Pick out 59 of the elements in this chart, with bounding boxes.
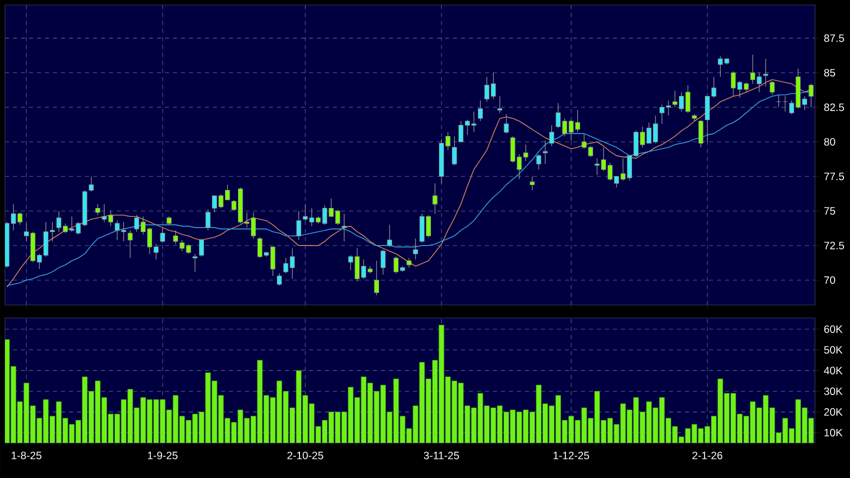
candlestick: [173, 230, 178, 244]
y-tick-label: 30K: [824, 387, 843, 396]
candlestick: [542, 140, 548, 164]
candlestick: [128, 230, 133, 258]
candlestick: [698, 119, 704, 148]
candlestick: [342, 213, 347, 242]
y-tick-label: 50K: [824, 346, 843, 354]
y-tick-label: 60K: [824, 325, 843, 333]
x-tick-label: 1-8-25: [12, 452, 42, 460]
y-tick-label: 70: [824, 276, 836, 284]
y-tick-label: 72.5: [824, 242, 844, 250]
candlestick: [750, 54, 756, 84]
candlestick: [102, 204, 107, 222]
candlestick: [302, 204, 308, 221]
x-tick-label: 1-9-25: [148, 452, 178, 460]
candlestick: [95, 204, 100, 216]
x-tick-label: 3-11-25: [424, 452, 459, 460]
candlestick: [387, 224, 392, 248]
candlestick: [199, 238, 204, 257]
candlestick: [756, 72, 762, 92]
candlestick: [730, 71, 736, 97]
candlestick: [504, 114, 509, 134]
candlestick: [744, 82, 749, 92]
candlestick: [549, 124, 554, 146]
candlestick: [276, 272, 282, 286]
candlestick: [309, 208, 314, 227]
candlestick: [192, 254, 198, 272]
y-tick-label: 10K: [824, 428, 843, 436]
candlestick: [88, 176, 94, 192]
candlestick: [374, 260, 380, 296]
candlestick: [296, 210, 302, 240]
candlestick: [530, 176, 535, 191]
y-tick-label: 20K: [824, 408, 843, 416]
x-tick-label: 1-12-25: [554, 452, 590, 460]
y-tick-label: 87.5: [824, 34, 844, 42]
candlestick: [406, 258, 412, 268]
candlestick: [452, 136, 457, 166]
candlestick: [763, 58, 768, 87]
candlestick: [536, 154, 542, 170]
candlestick: [413, 238, 418, 260]
y-tick-label: 40K: [824, 366, 843, 374]
y-tick-label: 85: [824, 68, 836, 77]
candlestick: [380, 249, 386, 275]
candlestick: [497, 96, 502, 114]
candlestick: [770, 80, 775, 96]
candlestick: [523, 144, 528, 162]
x-tick-label: 2-1-26: [692, 452, 722, 460]
candlestick: [737, 80, 742, 98]
candlestick: [108, 210, 114, 227]
y-tick-label: 80: [824, 138, 836, 146]
candlestick: [478, 100, 483, 122]
candlestick: [160, 227, 166, 244]
x-tick-label: 2-10-25: [287, 452, 324, 460]
y-tick-label: 77.5: [824, 172, 844, 180]
candlestick: [808, 83, 814, 108]
y-tick-label: 82.5: [824, 104, 844, 112]
candlestick: [206, 209, 210, 231]
candlestick: [432, 182, 438, 214]
y-tick-label: 75: [824, 207, 836, 215]
